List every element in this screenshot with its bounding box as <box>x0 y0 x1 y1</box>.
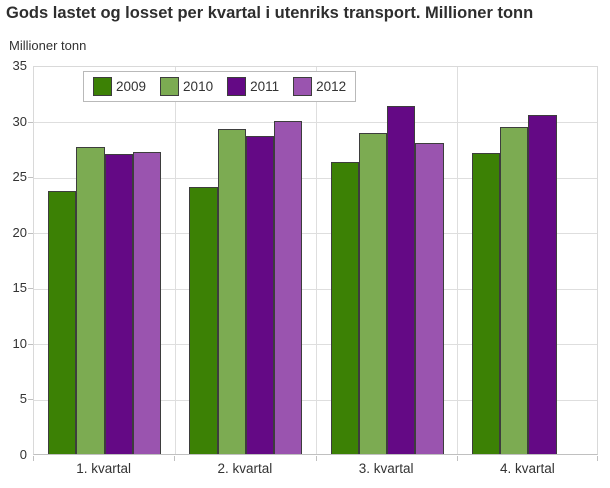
y-tick-mark-20 <box>28 232 33 234</box>
legend-item-2010[interactable]: 2010 <box>160 77 213 96</box>
y-tick-mark-10 <box>28 343 33 345</box>
y-tick-mark-25 <box>28 177 33 179</box>
y-gridline-30 <box>34 122 597 124</box>
bar-2009-2-kvartal[interactable] <box>189 187 218 454</box>
legend-item-2009[interactable]: 2009 <box>93 77 146 96</box>
x-tick-mark-0 <box>33 456 34 461</box>
bar-2011-4-kvartal[interactable] <box>528 115 557 454</box>
legend: 2009 2010 2011 2012 <box>83 71 357 102</box>
y-tick-mark-30 <box>28 121 33 123</box>
legend-item-2011[interactable]: 2011 <box>227 77 279 96</box>
y-tick-label-20: 20 <box>12 224 27 240</box>
bar-2009-1-kvartal[interactable] <box>48 190 77 454</box>
x-tick-mark-3 <box>456 456 458 461</box>
legend-item-2012[interactable]: 2012 <box>293 77 346 96</box>
bar-2012-3-kvartal[interactable] <box>415 142 444 454</box>
x-gridline-1 <box>174 67 176 454</box>
y-tick-label-35: 35 <box>12 58 27 73</box>
x-label-4-kvartal: 4. kvartal <box>499 461 555 476</box>
y-tick-mark-5 <box>28 399 33 401</box>
y-tick-mark-15 <box>28 288 33 290</box>
bar-2009-3-kvartal[interactable] <box>330 161 359 454</box>
x-gridline-3 <box>457 67 459 454</box>
x-label-2-kvartal: 2. kvartal <box>217 461 273 476</box>
bar-2010-1-kvartal[interactable] <box>76 147 105 454</box>
chart-title: Gods lastet og losset per kvartal i uten… <box>6 4 534 22</box>
y-axis-title: Millioner tonn <box>9 38 87 53</box>
y-tick-label-15: 15 <box>12 280 27 296</box>
bar-2012-1-kvartal[interactable] <box>132 151 162 454</box>
y-tick-label-25: 25 <box>12 169 27 185</box>
y-gridline-5 <box>34 399 597 401</box>
y-tick-label-30: 30 <box>12 113 27 129</box>
y-gridline-10 <box>34 344 597 346</box>
bar-2011-3-kvartal[interactable] <box>387 106 416 454</box>
x-tick-mark-1 <box>174 456 176 461</box>
bar-2010-4-kvartal[interactable] <box>500 127 529 454</box>
x-label-1-kvartal: 1. kvartal <box>76 461 132 476</box>
legend-label-2011: 2011 <box>250 79 280 94</box>
bar-2012-2-kvartal[interactable] <box>274 120 303 454</box>
y-tick-label-10: 10 <box>12 335 27 351</box>
bar-2009-4-kvartal[interactable] <box>471 152 501 454</box>
bar-2011-2-kvartal[interactable] <box>245 136 275 454</box>
legend-swatch-2009 <box>93 77 112 96</box>
x-gridline-2 <box>316 67 317 454</box>
y-tick-label-0: 0 <box>19 447 27 462</box>
legend-label-2012: 2012 <box>316 79 347 94</box>
y-gridline-20 <box>34 233 597 235</box>
bar-2010-3-kvartal[interactable] <box>358 132 388 454</box>
x-label-3-kvartal: 3. kvartal <box>358 461 414 476</box>
bar-2010-2-kvartal[interactable] <box>217 129 246 454</box>
legend-label-2010: 2010 <box>183 79 214 94</box>
legend-swatch-2012 <box>293 77 313 96</box>
legend-swatch-2010 <box>160 77 180 96</box>
y-tick-label-5: 5 <box>19 391 27 407</box>
x-tick-mark-4 <box>597 456 598 461</box>
plot-area <box>33 66 598 455</box>
legend-swatch-2011 <box>227 77 247 96</box>
bar-2011-1-kvartal[interactable] <box>104 153 133 454</box>
legend-label-2009: 2009 <box>116 79 147 94</box>
y-gridline-15 <box>34 288 597 290</box>
x-tick-mark-2 <box>315 456 317 461</box>
y-gridline-25 <box>34 177 597 179</box>
